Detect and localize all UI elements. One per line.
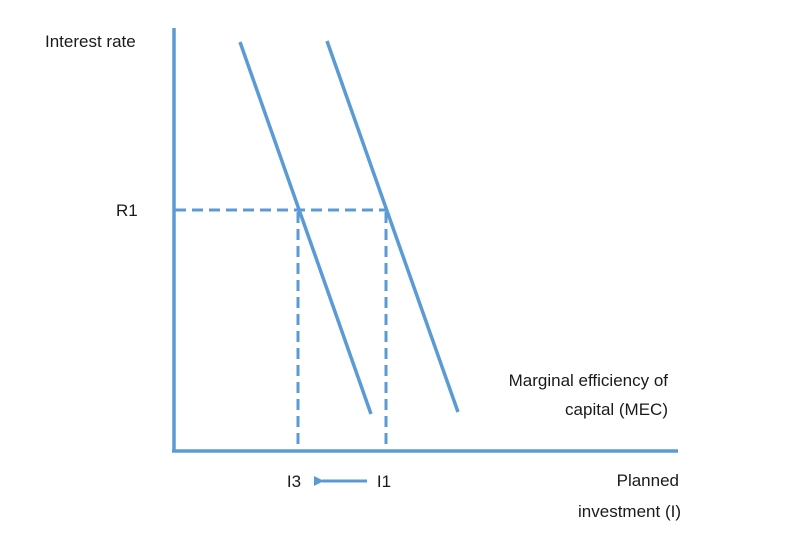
i3-label: I3 <box>287 472 301 491</box>
x-axis-label-line1: Planned <box>617 471 679 490</box>
x-axis-label-line2: investment (I) <box>578 502 681 521</box>
r1-label: R1 <box>116 201 138 220</box>
mec-label-line2: capital (MEC) <box>565 400 668 419</box>
mec-curve-shifted <box>238 41 373 415</box>
i1-label: I1 <box>377 472 391 491</box>
mec-curve-original <box>325 40 460 413</box>
y-axis-label: Interest rate <box>45 32 136 51</box>
mec-label-line1: Marginal efficiency of <box>509 371 669 390</box>
